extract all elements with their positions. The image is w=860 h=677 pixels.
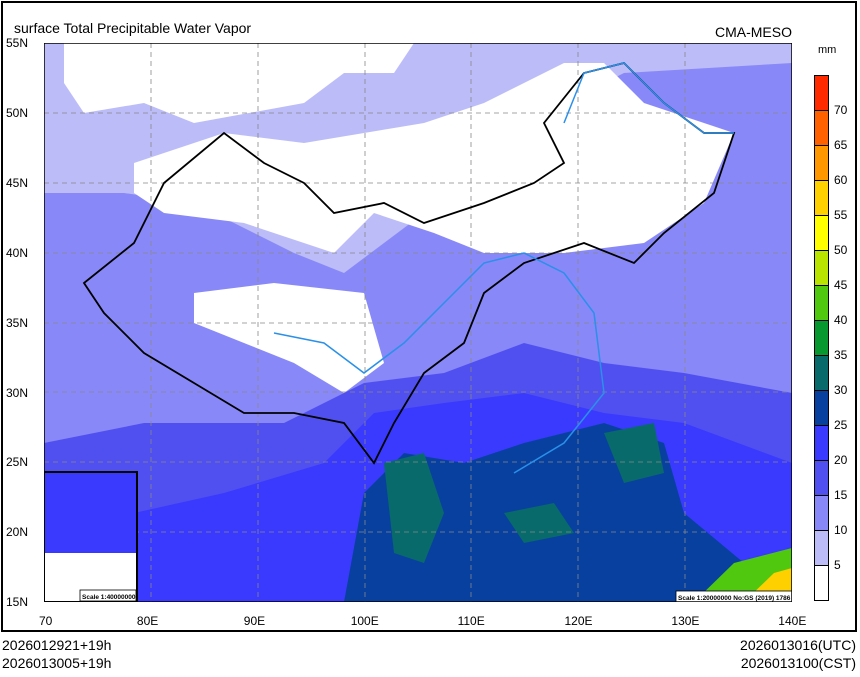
legend-swatch — [814, 145, 829, 181]
init-time-utc: 2026012921+19h — [2, 637, 112, 653]
legend-label: 35 — [834, 348, 848, 362]
legend-swatch — [814, 355, 829, 391]
legend-label: 25 — [834, 418, 848, 432]
lat-label: 25N — [6, 455, 29, 470]
legend-label: 5 — [834, 558, 841, 572]
legend-label: 15 — [834, 488, 848, 502]
legend-swatch — [814, 180, 829, 216]
legend-label: 70 — [834, 103, 848, 117]
legend-label: 65 — [834, 138, 848, 152]
field-30-35 — [384, 423, 664, 563]
legend-unit: mm — [818, 44, 837, 56]
inset-scale: Scale 1:40000000 — [82, 594, 136, 601]
legend-swatch — [814, 110, 829, 146]
lat-label: 20N — [6, 525, 29, 540]
legend-label: 20 — [834, 453, 848, 467]
lat-label: 40N — [6, 245, 29, 260]
legend-swatch — [814, 285, 829, 321]
legend-swatch — [814, 565, 829, 601]
legend-swatch — [814, 320, 829, 356]
lon-label: 140E — [778, 614, 807, 628]
lon-label: 90E — [243, 614, 266, 628]
field-lt5-north — [64, 43, 414, 123]
init-time-cst: 2026013005+19h — [2, 655, 112, 671]
graticule — [44, 43, 792, 602]
lon-label: 120E — [564, 614, 593, 628]
field-25-30 — [344, 423, 792, 602]
legend-label: 50 — [834, 243, 848, 257]
field-lt5-tibet — [194, 283, 384, 393]
field-lt5-mongolia-north-china — [134, 63, 734, 253]
lat-label: 45N — [6, 175, 29, 190]
lat-label: 55N — [6, 36, 29, 50]
legend-label: 10 — [834, 523, 848, 537]
legend-label: 45 — [834, 278, 848, 292]
brand-label: CMA-MESO — [715, 24, 792, 40]
lon-label: 100E — [350, 614, 379, 628]
map-title: surface Total Precipitable Water Vapor — [14, 20, 252, 36]
legend-swatch — [814, 460, 829, 496]
legend-label: 40 — [834, 313, 848, 327]
legend-label: 60 — [834, 173, 848, 187]
legend-label: 30 — [834, 383, 848, 397]
lat-label: 50N — [6, 105, 29, 120]
legend-swatch — [814, 250, 829, 286]
lat-label: 35N — [6, 315, 29, 330]
lon-label: 130E — [671, 614, 700, 628]
valid-time-utc: 2026013016(UTC) — [740, 637, 856, 653]
legend-swatch — [814, 530, 829, 566]
rivers — [273, 62, 734, 474]
lat-label: 30N — [6, 385, 29, 400]
legend-swatch — [814, 215, 829, 251]
legend-label: 55 — [834, 208, 848, 222]
lon-label: 70 — [39, 614, 53, 628]
lon-label: 110E — [457, 614, 485, 628]
precipitable-water-map: Scale 1:40000000 Scale 1:20000000 No:GS … — [44, 43, 792, 602]
lat-label: 15N — [6, 595, 29, 610]
legend-swatch — [814, 75, 829, 111]
legend-swatch — [814, 495, 829, 531]
valid-time-cst: 2026013100(CST) — [740, 655, 856, 671]
legend-swatch — [814, 390, 829, 426]
lon-label: 80E — [136, 614, 159, 628]
legend-swatch — [814, 425, 829, 461]
main-scale: Scale 1:20000000 No:GS (2019) 1786 — [678, 595, 791, 602]
figure-frame — [1, 1, 857, 632]
